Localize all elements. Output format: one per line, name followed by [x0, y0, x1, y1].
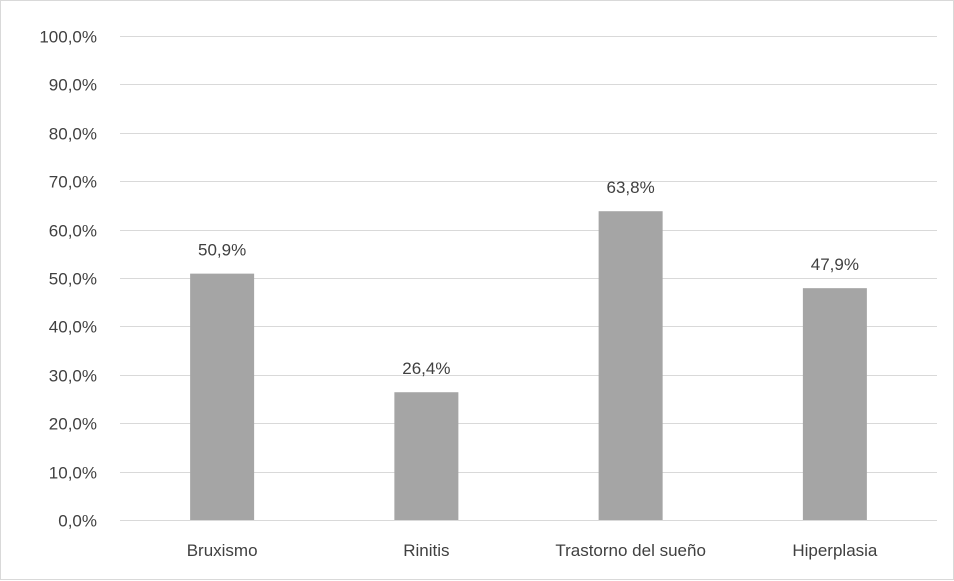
y-tick-label: 10,0%	[49, 464, 97, 483]
data-label: 50,9%	[198, 241, 246, 260]
x-category-label: Hiperplasia	[792, 541, 878, 560]
y-tick-label: 40,0%	[49, 318, 97, 337]
y-tick-label: 80,0%	[49, 125, 97, 144]
bar-trastorno-del-sue-o	[598, 211, 663, 520]
data-label: 26,4%	[402, 359, 450, 378]
y-tick-label: 30,0%	[49, 367, 97, 386]
y-tick-label: 0,0%	[58, 512, 97, 531]
y-tick-label: 100,0%	[39, 28, 97, 47]
gridlines	[120, 36, 937, 521]
y-tick-label: 60,0%	[49, 222, 97, 241]
bar-rinitis	[394, 392, 459, 520]
bar-hiperplasia	[802, 288, 867, 520]
y-tick-label: 50,0%	[49, 270, 97, 289]
bars	[190, 211, 867, 520]
data-label: 47,9%	[811, 255, 859, 274]
x-category-label: Trastorno del sueño	[555, 541, 706, 560]
x-category-label: Rinitis	[403, 541, 449, 560]
data-label: 63,8%	[607, 178, 655, 197]
y-tick-label: 90,0%	[49, 76, 97, 95]
x-category-label: Bruxismo	[187, 541, 258, 560]
axes: 0,0% 10,0% 20,0% 30,0% 40,0% 50,0% 60,0% 70,0% 8…	[39, 28, 937, 531]
bar-bruxismo	[190, 273, 255, 520]
labels: 50,9% Bruxismo 26,4% Rinitis 63,8% Trastorno …	[187, 178, 878, 560]
y-tick-label: 20,0%	[49, 415, 97, 434]
y-tick-label: 70,0%	[49, 173, 97, 192]
